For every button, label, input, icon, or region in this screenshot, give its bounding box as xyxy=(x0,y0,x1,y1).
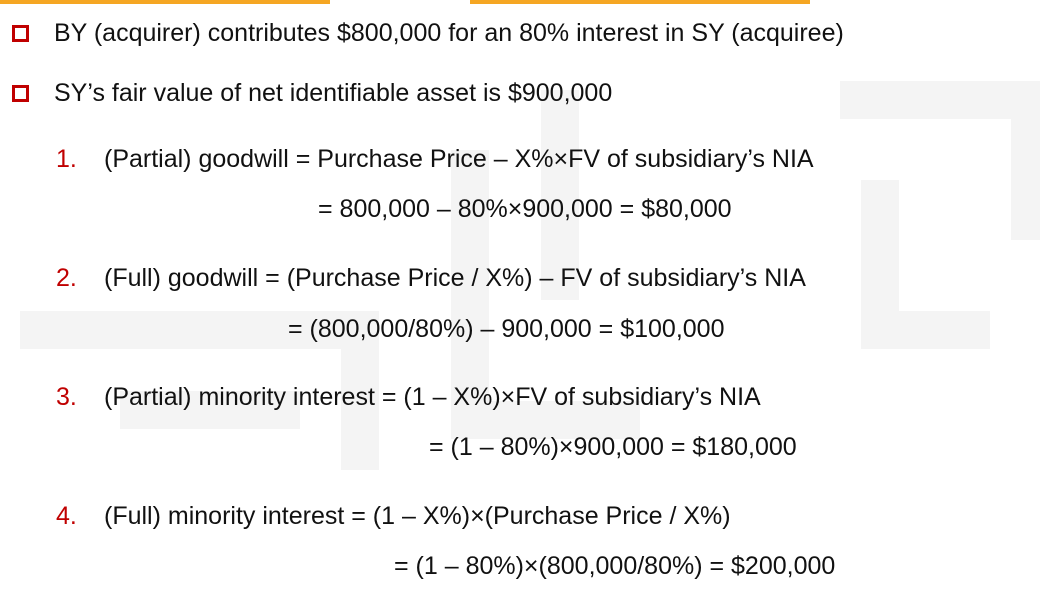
list-item-4: 4. (Full) minority interest = (1 – X%)×(… xyxy=(56,500,731,532)
item-2-calculation: = (800,000/80%) – 900,000 = $100,000 xyxy=(288,315,725,343)
item-1-calculation: = 800,000 – 80%×900,000 = $80,000 xyxy=(318,195,732,223)
item-number: 3. xyxy=(56,383,77,411)
bullet-square-icon xyxy=(12,24,29,42)
item-formula: (Partial) goodwill = Purchase Price – X%… xyxy=(104,145,814,173)
list-item-1: 1. (Partial) goodwill = Purchase Price –… xyxy=(56,143,814,175)
bullet-text: SY’s fair value of net identifiable asse… xyxy=(54,79,613,107)
item-formula: (Full) goodwill = (Purchase Price / X%) … xyxy=(104,264,806,292)
bullet-item-1: BY (acquirer) contributes $800,000 for a… xyxy=(12,17,844,49)
top-bar-segment-left xyxy=(0,0,330,4)
list-item-2: 2. (Full) goodwill = (Purchase Price / X… xyxy=(56,262,806,294)
item-formula: (Partial) minority interest = (1 – X%)×F… xyxy=(104,383,761,411)
bullet-text: BY (acquirer) contributes $800,000 for a… xyxy=(54,19,844,47)
item-3-calculation: = (1 – 80%)×900,000 = $180,000 xyxy=(429,433,797,461)
top-accent-bar xyxy=(0,0,1040,4)
top-bar-segment-right xyxy=(470,0,810,4)
bullet-item-2: SY’s fair value of net identifiable asse… xyxy=(12,77,612,109)
item-number: 1. xyxy=(56,145,77,173)
list-item-3: 3. (Partial) minority interest = (1 – X%… xyxy=(56,381,761,413)
item-formula: (Full) minority interest = (1 – X%)×(Pur… xyxy=(104,502,731,530)
item-number: 4. xyxy=(56,502,77,530)
item-4-calculation: = (1 – 80%)×(800,000/80%) = $200,000 xyxy=(394,552,836,580)
item-number: 2. xyxy=(56,264,77,292)
bullet-square-icon xyxy=(12,84,29,102)
